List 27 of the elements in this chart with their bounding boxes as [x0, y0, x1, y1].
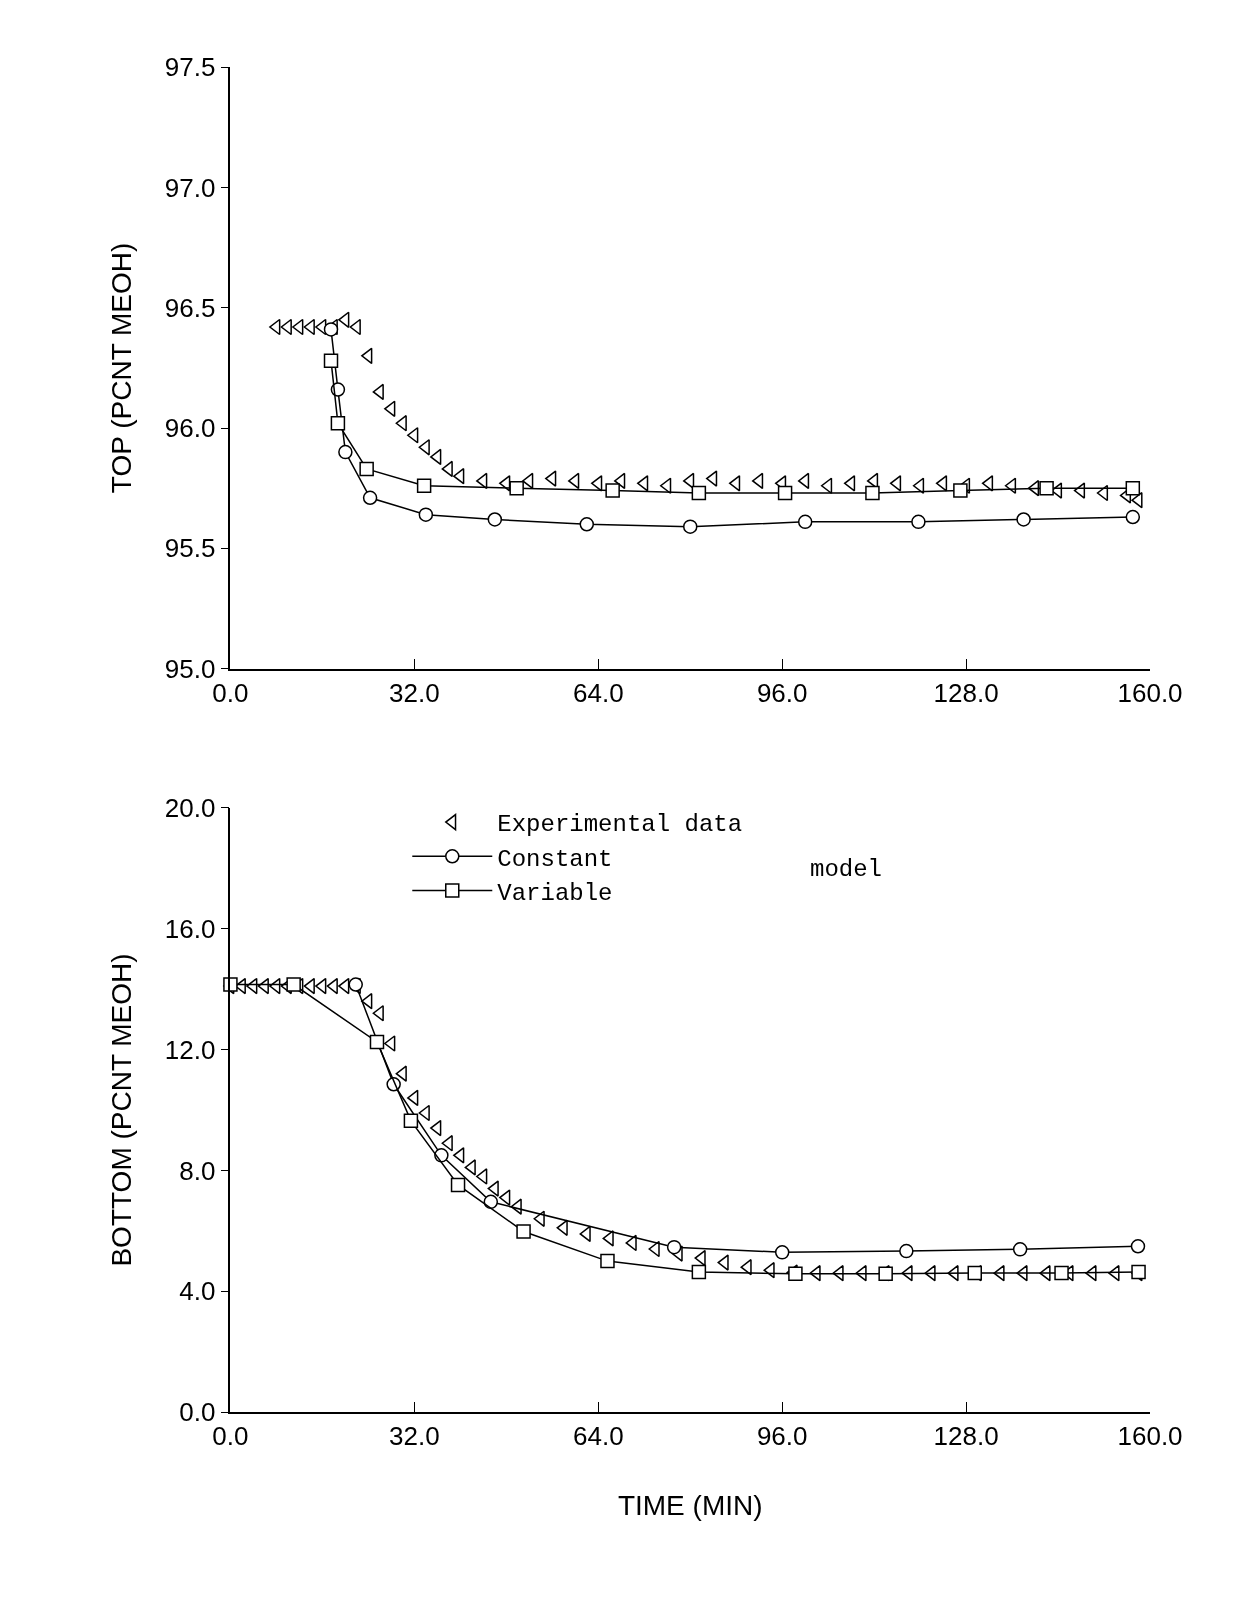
x-tick-label: 32.0 — [389, 1421, 440, 1452]
y-tick-label: 20.0 — [164, 792, 216, 823]
legend-label: Variable — [497, 879, 613, 907]
x-tick-label: 160.0 — [1117, 1421, 1183, 1452]
x-tick-label: 128.0 — [933, 1421, 999, 1452]
x-tick-label: 32.0 — [389, 677, 440, 708]
x-tick-label: 96.0 — [756, 1421, 808, 1452]
y-tick-label: 96.5 — [164, 292, 216, 323]
x-tick-label: 64.0 — [572, 677, 624, 708]
y-axis-title: TOP (PCNT MEOH) — [106, 242, 138, 494]
x-axis-title: TIME (MIN) — [617, 1489, 763, 1521]
x-tick-label: 96.0 — [756, 677, 808, 708]
y-tick-label: 8.0 — [179, 1155, 216, 1186]
x-tick-label: 64.0 — [572, 1421, 624, 1452]
x-tick-label: 160.0 — [1117, 677, 1183, 708]
y-tick-label: 12.0 — [164, 1034, 216, 1065]
legend-label: Constant — [497, 845, 613, 873]
y-tick-label: 96.0 — [164, 413, 216, 444]
y-tick-label: 97.5 — [164, 52, 216, 83]
y-tick-label: 95.5 — [164, 533, 216, 564]
annotation: model — [810, 856, 883, 883]
y-tick-label: 16.0 — [164, 913, 216, 944]
y-tick-label: 4.0 — [179, 1276, 216, 1307]
y-axis-title: BOTTOM (PCNT MEOH) — [106, 953, 138, 1267]
x-tick-label: 128.0 — [933, 677, 999, 708]
y-tick-label: 97.0 — [164, 172, 216, 203]
legend-label: Experimental data — [497, 811, 743, 839]
